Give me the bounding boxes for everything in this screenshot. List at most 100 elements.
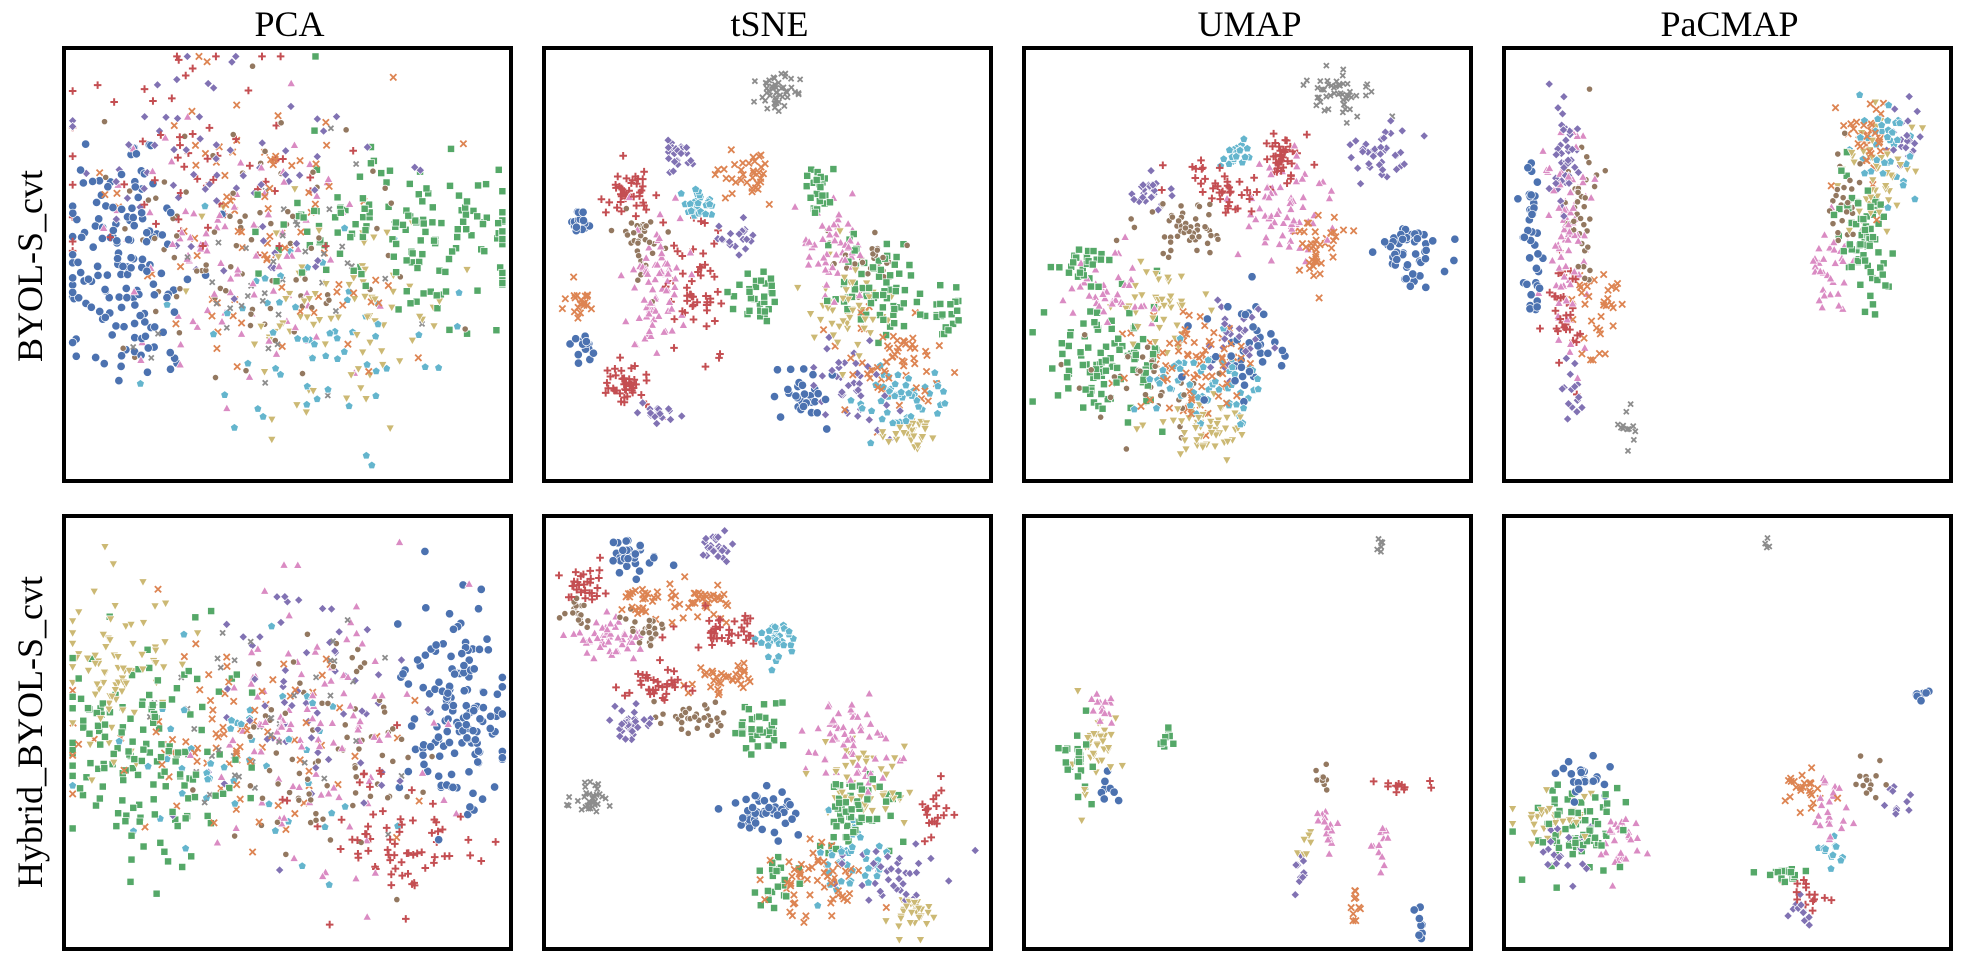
scatter-point — [310, 126, 319, 135]
scatter-point — [231, 823, 242, 832]
scatter-point — [369, 167, 377, 175]
scatter-point — [702, 592, 711, 601]
scatter-point — [613, 616, 624, 626]
scatter-point — [1341, 101, 1348, 108]
scatter-point — [1323, 93, 1330, 100]
scatter-point — [99, 359, 109, 369]
scatter-point — [1124, 280, 1134, 289]
scatter-point — [289, 853, 299, 862]
scatter-point — [1814, 243, 1824, 253]
scatter-point — [1623, 408, 1630, 415]
scatter-point — [385, 424, 395, 434]
scatter-point — [473, 212, 482, 221]
scatter-point — [203, 78, 213, 89]
scatter-point — [1558, 125, 1569, 135]
scatter-point — [446, 181, 454, 190]
scatter-point — [294, 221, 301, 228]
scatter-point — [618, 605, 626, 614]
scatter-point — [603, 379, 611, 387]
scatter-point — [735, 280, 744, 289]
scatter-point — [679, 614, 687, 622]
scatter-point — [327, 692, 334, 699]
scatter-point — [1278, 218, 1289, 227]
scatter-point — [473, 604, 484, 614]
scatter-point — [73, 257, 83, 267]
scatter-point — [1187, 410, 1195, 418]
scatter-point — [644, 326, 655, 335]
scatter-point — [1244, 221, 1254, 230]
scatter-point — [235, 773, 243, 780]
scatter-point — [1903, 116, 1913, 126]
scatter-point — [434, 771, 444, 781]
scatter-point — [138, 619, 149, 628]
scatter-byol-tsne — [558, 70, 963, 455]
scatter-point — [407, 336, 418, 346]
scatter-point — [349, 266, 358, 275]
scatter-point — [620, 393, 629, 402]
scatter-point — [1197, 165, 1206, 173]
scatter-point — [1570, 381, 1580, 392]
scatter-point — [104, 293, 114, 303]
scatter-point — [182, 51, 193, 62]
scatter-point — [601, 389, 610, 397]
scatter-point — [405, 282, 415, 292]
scatter-point — [558, 630, 569, 639]
scatter-point — [221, 200, 230, 209]
scatter-point — [1097, 413, 1105, 421]
scatter-point — [291, 302, 300, 311]
scatter-point — [817, 234, 828, 243]
scatter-point — [865, 335, 875, 346]
scatter-point — [297, 228, 305, 236]
scatter-point — [391, 864, 400, 873]
scatter-point — [803, 171, 812, 180]
scatter-point — [322, 118, 330, 127]
scatter-point — [98, 679, 109, 688]
scatter-point — [1222, 456, 1232, 466]
scatter-point — [213, 214, 223, 224]
scatter-point — [1368, 247, 1378, 257]
column-title-tsne: tSNE — [730, 4, 809, 44]
scatter-point — [666, 580, 674, 588]
scatter-point — [756, 638, 766, 647]
scatter-point — [188, 316, 198, 325]
scatter-point — [707, 716, 715, 724]
scatter-point — [455, 191, 463, 200]
scatter-point — [797, 860, 806, 869]
scatter-point — [355, 716, 365, 725]
scatter-point — [169, 307, 179, 317]
scatter-point — [158, 760, 166, 769]
scatter-point — [771, 81, 779, 88]
scatter-point — [1574, 198, 1582, 206]
scatter-point — [822, 344, 832, 354]
scatter-point — [1895, 161, 1906, 170]
scatter-point — [776, 412, 786, 422]
scatter-point — [767, 665, 777, 674]
scatter-point — [161, 782, 170, 791]
scatter-point — [462, 733, 472, 743]
scatter-point — [280, 146, 291, 156]
scatter-point — [644, 242, 654, 252]
scatter-point — [684, 603, 693, 612]
scatter-point — [1298, 192, 1309, 201]
scatter-point — [647, 284, 658, 294]
scatter-point — [129, 221, 139, 231]
scatter-point — [1260, 237, 1270, 247]
scatter-point — [387, 881, 396, 889]
scatter-point — [174, 153, 182, 162]
scatter-point — [734, 229, 744, 239]
scatter-point — [298, 370, 306, 378]
scatter-point — [302, 399, 312, 409]
scatter-point — [1398, 234, 1408, 244]
scatter-point — [1231, 151, 1241, 161]
scatter-point — [271, 348, 282, 358]
scatter-point — [1846, 176, 1854, 184]
scatter-point — [595, 566, 604, 575]
scatter-point — [1220, 424, 1231, 434]
scatter-point — [261, 147, 269, 155]
scatter-point — [1211, 179, 1220, 188]
scatter-point — [360, 204, 369, 213]
scatter-point — [160, 638, 170, 648]
scatter-point — [138, 578, 148, 588]
scatter-point — [906, 909, 917, 918]
scatter-point — [1126, 274, 1136, 284]
